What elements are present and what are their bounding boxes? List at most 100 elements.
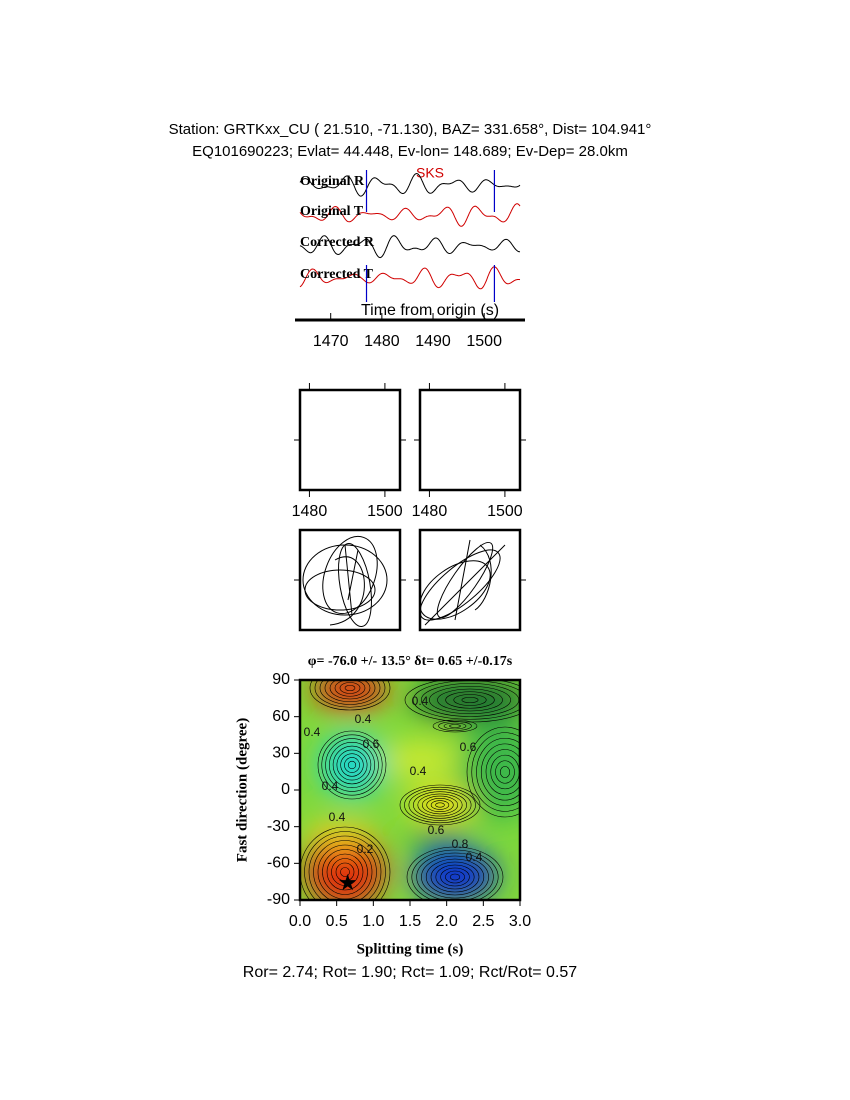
contour-line — [340, 867, 350, 877]
x-tick-label: 1490 — [415, 333, 451, 350]
contour-label: 0.8 — [452, 837, 469, 851]
contour-line — [421, 795, 459, 815]
contour-line — [404, 786, 476, 824]
contour-line — [413, 791, 467, 819]
contour-line — [340, 753, 364, 777]
contour-line — [421, 855, 489, 899]
contour-line — [329, 742, 375, 788]
trace-label: Corrected T — [300, 267, 374, 282]
contour-line — [432, 719, 478, 733]
contour-label: 0.6 — [460, 740, 477, 754]
contour-line — [408, 789, 472, 821]
contour-line — [332, 745, 372, 785]
x-tick-label: 1480 — [364, 333, 400, 350]
header-line: Station: GRTKxx_CU ( 21.510, -71.130), B… — [169, 121, 652, 138]
contour-label: 0.2 — [357, 842, 374, 856]
trace-label: Corrected R — [300, 235, 375, 250]
contour-line — [417, 793, 463, 817]
phase-label: SKS — [416, 165, 444, 181]
x-tick-label: 1500 — [367, 503, 403, 520]
contour-line — [304, 831, 386, 900]
contour-line — [416, 852, 494, 900]
x-tick-label: 1480 — [412, 503, 448, 520]
contour-line — [437, 688, 503, 712]
x-tick-label: 2.5 — [472, 913, 494, 930]
contour-label: 0.4 — [355, 712, 372, 726]
contour-label: 0.4 — [412, 694, 429, 708]
contour-line — [430, 800, 450, 810]
contour-line — [445, 870, 465, 884]
y-tick-label: 0 — [281, 781, 290, 798]
contour-line — [347, 760, 357, 770]
contour-line — [449, 724, 461, 728]
waveform — [299, 266, 521, 290]
x-tick-label: 2.0 — [436, 913, 458, 930]
trace-label: Original T — [300, 204, 364, 219]
contour-line — [461, 696, 479, 704]
contour-line — [476, 737, 520, 807]
contour-line — [319, 680, 381, 705]
y-tick-label: 30 — [272, 745, 290, 762]
contour-line — [300, 826, 391, 900]
contour-line — [317, 730, 387, 800]
contour-label: 0.4 — [410, 764, 427, 778]
x-tick-label: 1470 — [313, 333, 349, 350]
contour-line — [326, 853, 364, 891]
x-tick-label: 1480 — [292, 503, 328, 520]
contour-line — [471, 732, 520, 812]
window-frame — [298, 388, 402, 492]
contour-line — [336, 749, 368, 781]
footer: Ror= 2.74; Rot= 1.90; Rct= 1.09; Rct/Rot… — [243, 964, 578, 981]
contour-label: 0.4 — [322, 779, 339, 793]
contour-line — [399, 784, 481, 826]
contour-line — [308, 835, 382, 900]
contour-line — [429, 685, 511, 715]
contour-line — [480, 743, 520, 801]
contour-line — [411, 849, 499, 900]
y-tick-label: -30 — [267, 818, 290, 835]
x-axis-label: Time from origin (s) — [361, 302, 499, 319]
contour-line — [404, 680, 520, 723]
particle-motion — [302, 535, 388, 627]
x-tick-label: 1500 — [487, 503, 523, 520]
contour-line — [325, 738, 379, 792]
contour-line — [440, 867, 470, 887]
contour-line — [435, 864, 475, 890]
contour-line — [309, 680, 391, 711]
waveform — [299, 172, 521, 197]
x-tick-label: 1.5 — [399, 913, 421, 930]
contour-line — [329, 680, 371, 700]
contour-line — [322, 849, 368, 895]
trace-label: Original R — [300, 174, 365, 189]
contour-line — [314, 680, 386, 708]
contour-line — [499, 766, 511, 778]
y-tick-label: -90 — [267, 891, 290, 908]
y-axis-label: Fast direction (degree) — [234, 718, 250, 862]
contour-line — [435, 802, 445, 808]
waveform — [299, 203, 521, 227]
contour-line — [445, 691, 495, 709]
x-tick-label: 0.0 — [289, 913, 311, 930]
contour-line — [425, 858, 485, 896]
x-tick-label: 0.5 — [326, 913, 348, 930]
x-tick-label: 1.0 — [362, 913, 384, 930]
contour-line — [406, 846, 504, 900]
x-tick-label: 3.0 — [509, 913, 531, 930]
x-axis-label: Splitting time (s) — [357, 941, 464, 957]
contour-line — [466, 726, 520, 818]
contour-line — [495, 760, 515, 784]
contour-line — [324, 680, 376, 703]
window-frame — [418, 388, 522, 492]
contour-line — [344, 684, 356, 692]
contour-line — [321, 734, 383, 796]
contour-label: 0.4 — [304, 725, 321, 739]
y-tick-label: 90 — [272, 671, 290, 688]
contour-label: 0.6 — [363, 737, 380, 751]
contour-line — [313, 840, 377, 900]
y-tick-label: 60 — [272, 708, 290, 725]
particle-motion — [420, 539, 506, 626]
frame-ticks — [294, 439, 526, 581]
contour-line — [438, 721, 472, 731]
y-tick-label: -60 — [267, 855, 290, 872]
